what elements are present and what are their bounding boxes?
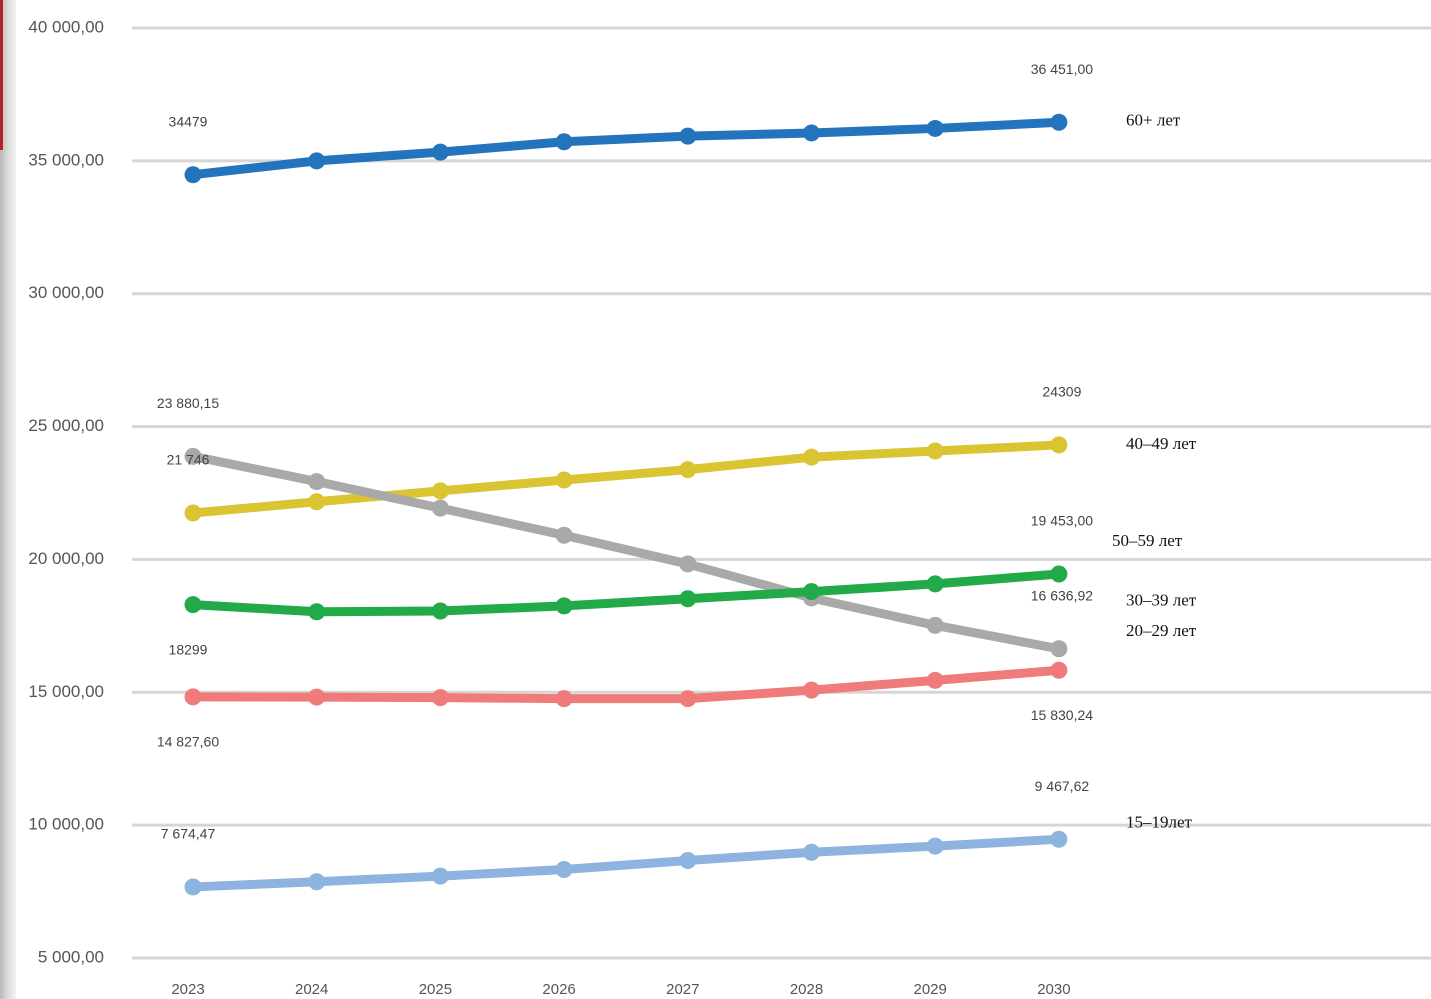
data-point: [308, 873, 326, 891]
data-point: [803, 448, 820, 466]
data-point: [308, 603, 326, 621]
data-point: [184, 596, 202, 614]
data-point: [308, 152, 326, 170]
x-tick-label: 2028: [790, 981, 823, 998]
y-tick-label: 5 000,00: [38, 947, 104, 966]
data-point: [1050, 113, 1068, 131]
data-label: 34479: [169, 113, 208, 129]
data-point: [431, 482, 449, 500]
data-point: [803, 583, 820, 601]
data-point: [803, 124, 820, 142]
gridlines: [132, 26, 1431, 960]
data-point: [431, 143, 449, 161]
data-label: 18299: [169, 641, 208, 657]
data-label: 9 467,62: [1035, 778, 1090, 794]
data-point: [431, 499, 449, 517]
data-label: 7 674,47: [161, 826, 216, 842]
data-point: [308, 688, 326, 706]
data-point: [184, 447, 202, 465]
data-label: 16 636,92: [1031, 587, 1093, 603]
series-lines: [184, 113, 1068, 896]
series-name-label: 60+ лет: [1126, 111, 1181, 130]
series-name-label: 30–39 лет: [1126, 590, 1197, 609]
data-label: 14 827,60: [157, 734, 219, 750]
data-point: [679, 461, 697, 479]
data-point: [431, 602, 449, 620]
series-line: [188, 569, 1064, 617]
data-point: [679, 590, 697, 608]
data-point: [1050, 640, 1068, 658]
data-point: [926, 119, 944, 137]
data-label: 19 453,00: [1031, 513, 1093, 529]
data-point: [555, 597, 573, 615]
series-name-label: 40–49 лет: [1126, 434, 1197, 453]
y-tick-label: 35 000,00: [28, 150, 104, 169]
data-point: [184, 504, 202, 522]
data-point: [1050, 565, 1068, 583]
x-tick-label: 2024: [295, 981, 328, 998]
y-tick-label: 25 000,00: [28, 416, 104, 435]
data-label: 24309: [1042, 384, 1081, 400]
x-tick-label: 2027: [666, 981, 699, 998]
data-point: [555, 133, 573, 151]
data-point: [184, 878, 202, 896]
x-tick-label: 2026: [542, 981, 575, 998]
page-left-edge: [0, 0, 16, 999]
y-tick-label: 10 000,00: [28, 815, 104, 834]
y-axis-ticks: 5 000,00 10 000,00 15 000,00 20 000,00 25 00…: [28, 17, 104, 966]
data-point: [1050, 830, 1068, 848]
y-tick-label: 15 000,00: [28, 682, 104, 701]
series-name-label: 50–59 лет: [1112, 531, 1183, 550]
data-label: 15 830,24: [1031, 707, 1093, 723]
data-point: [679, 555, 697, 573]
data-point: [926, 616, 944, 634]
data-point: [926, 442, 944, 460]
data-point: [679, 851, 697, 869]
data-label: 23 880,15: [157, 395, 219, 411]
series-line: [188, 117, 1064, 180]
series-labels: 60+ лет 40–49 лет 50–59 лет 30–39 лет 20–29 …: [1112, 111, 1197, 832]
data-point: [308, 493, 326, 511]
series-name-label: 15–19лет: [1126, 813, 1193, 832]
data-point: [926, 671, 944, 689]
data-point: [1050, 661, 1068, 679]
data-label: 21 746: [167, 452, 210, 468]
y-tick-label: 40 000,00: [28, 17, 104, 36]
data-point: [679, 690, 697, 708]
data-point: [555, 690, 573, 708]
series-line: [188, 440, 1064, 518]
data-point: [926, 837, 944, 855]
data-labels: 34479 36 451,00 21 746 24309 23 880,15 16 636…: [157, 61, 1093, 842]
y-tick-label: 30 000,00: [28, 283, 104, 302]
x-tick-label: 2029: [914, 981, 947, 998]
series-name-label: 20–29 лет: [1126, 621, 1197, 640]
data-point: [431, 867, 449, 885]
data-point: [431, 689, 449, 707]
data-point: [555, 471, 573, 489]
data-point: [1050, 436, 1068, 454]
x-tick-label: 2023: [171, 981, 204, 998]
data-point: [803, 681, 820, 699]
series-line: [188, 665, 1064, 704]
x-axis-ticks: 2023 2024 2025 2026 2027 2028 2029 2030: [171, 981, 1070, 998]
data-point: [803, 843, 820, 861]
data-point: [184, 688, 202, 706]
data-point: [555, 526, 573, 544]
page-accent-stripe: [0, 0, 3, 150]
series-line: [188, 451, 1064, 654]
data-point: [679, 127, 697, 145]
x-tick-label: 2030: [1037, 981, 1070, 998]
data-point: [555, 861, 573, 879]
data-point: [926, 575, 944, 593]
series-line: [188, 834, 1064, 892]
y-tick-label: 20 000,00: [28, 549, 104, 568]
data-point: [308, 473, 326, 491]
data-point: [184, 166, 202, 184]
x-tick-label: 2025: [419, 981, 452, 998]
data-label: 36 451,00: [1031, 61, 1093, 77]
